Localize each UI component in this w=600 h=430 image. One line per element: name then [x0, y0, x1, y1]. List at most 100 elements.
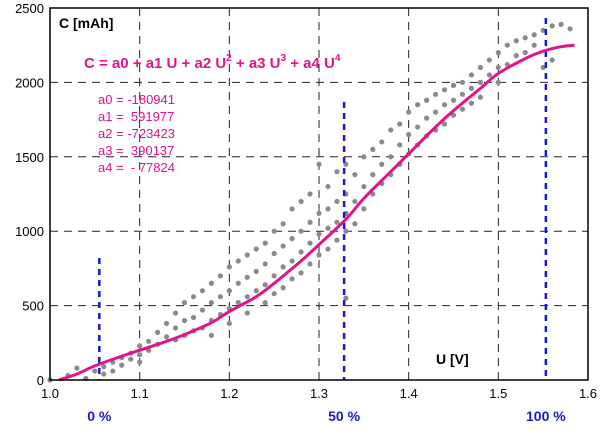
data-point [370, 172, 376, 178]
data-point [74, 365, 80, 371]
data-point [531, 42, 537, 48]
data-point [352, 221, 358, 227]
data-point [262, 300, 268, 306]
data-point [271, 228, 277, 234]
data-point [298, 270, 304, 276]
data-point [137, 359, 143, 365]
data-point [307, 219, 313, 225]
data-point [361, 154, 367, 160]
data-point [253, 288, 259, 294]
x-tick-label: 1.5 [489, 386, 507, 401]
data-point [226, 264, 232, 270]
y-tick-label: 0 [37, 373, 44, 388]
data-point [558, 21, 564, 27]
data-point [441, 87, 448, 93]
data-point [513, 53, 519, 59]
data-point [155, 329, 161, 335]
y-tick-labels: 0 500 1000 1500 2000 2500 [15, 1, 44, 388]
data-point [235, 280, 241, 286]
data-point [316, 231, 322, 237]
data-point [325, 225, 331, 231]
data-point [334, 198, 340, 205]
data-point [119, 362, 125, 368]
data-point [495, 79, 501, 85]
coefficient-a3: a3 = 390137 [98, 143, 174, 158]
data-point [343, 295, 349, 301]
data-point [137, 343, 143, 349]
data-point [316, 210, 322, 216]
data-point [441, 121, 448, 127]
data-point [101, 371, 107, 377]
data-point [486, 57, 492, 63]
data-point [298, 198, 304, 205]
y-tick-label: 1000 [15, 224, 44, 239]
data-point [513, 38, 519, 44]
data-point [549, 23, 555, 29]
data-point [208, 300, 214, 306]
formula-exponent: 3 [281, 53, 287, 64]
scatter-points [47, 21, 573, 383]
data-point [495, 50, 501, 56]
x-tick-label: 1.0 [41, 386, 59, 401]
percent-label: 100 % [526, 408, 566, 424]
data-point [217, 273, 223, 279]
x-tick-label: 1.2 [220, 386, 238, 401]
x-tick-label: 1.3 [310, 386, 328, 401]
data-point [307, 240, 313, 246]
formula-exponent: 4 [335, 53, 341, 64]
data-point [199, 288, 206, 294]
data-point [406, 131, 412, 138]
data-point [190, 294, 197, 300]
data-point [522, 35, 528, 41]
data-point [163, 334, 170, 340]
data-point [415, 102, 421, 108]
data-point [459, 106, 466, 112]
data-point [181, 300, 188, 306]
y-tick-label: 2000 [15, 75, 44, 90]
data-point [540, 64, 546, 71]
data-point [181, 317, 188, 324]
data-point [468, 72, 475, 78]
data-point [244, 252, 250, 258]
percent-markers [98, 18, 548, 380]
y-axis-label: C [mAh] [59, 15, 113, 31]
data-point [567, 26, 573, 32]
percent-label: 50 % [328, 408, 360, 424]
coefficient-a4: a4 = - 77824 [98, 160, 175, 175]
data-point [163, 320, 170, 327]
data-point [280, 221, 286, 227]
data-point [307, 191, 313, 197]
data-point [441, 102, 448, 108]
data-point [289, 236, 295, 242]
x-axis-label: U [V] [436, 351, 469, 367]
data-point [262, 240, 268, 246]
data-point [316, 161, 322, 167]
formula-part: + a3 U [232, 55, 281, 72]
data-point [110, 368, 116, 374]
data-point [280, 264, 286, 270]
data-point [450, 97, 457, 103]
data-point [325, 183, 331, 190]
x-tick-label: 1.4 [400, 386, 418, 401]
data-point [477, 64, 483, 71]
data-point [226, 320, 232, 327]
data-point [397, 121, 403, 127]
data-point [271, 291, 277, 297]
data-point [289, 276, 295, 282]
data-point [432, 109, 439, 115]
data-point [280, 243, 286, 249]
data-point [477, 94, 483, 100]
data-point [325, 246, 331, 252]
data-point [226, 288, 232, 294]
data-point [388, 154, 394, 160]
data-point [128, 356, 134, 362]
formula-part: + a4 U [286, 55, 335, 72]
formula-exponent: 2 [226, 53, 232, 64]
data-point [199, 307, 206, 313]
data-point [334, 237, 340, 243]
data-point [370, 146, 376, 152]
data-point [289, 206, 295, 212]
data-point [388, 127, 394, 133]
data-point [477, 79, 483, 85]
data-point [244, 294, 250, 300]
